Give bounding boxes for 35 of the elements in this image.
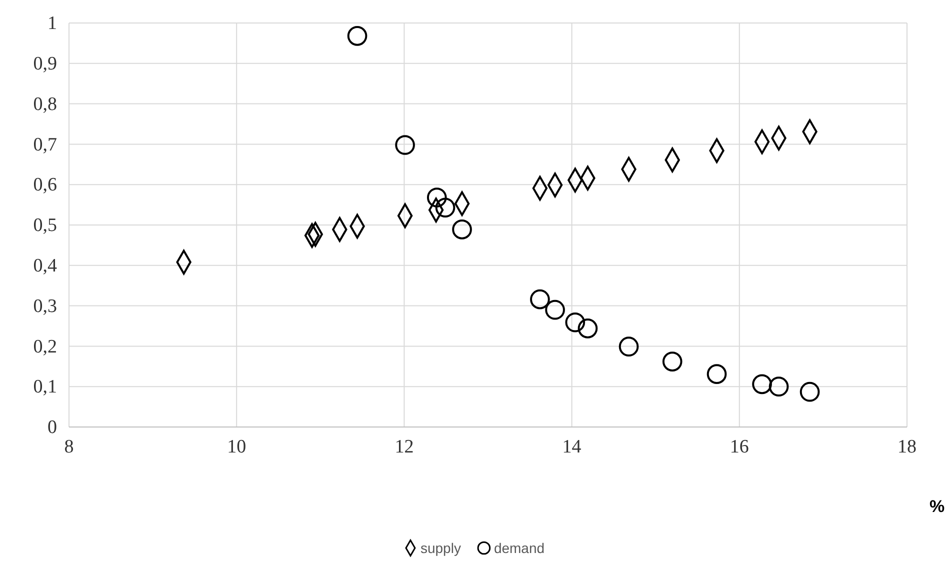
x-tick-label: 14 [562,436,582,458]
point [662,352,682,372]
point [800,382,820,402]
point [768,376,789,397]
legend-label: demand [494,540,545,556]
x-tick-label: 12 [394,436,414,458]
y-tick-label: 0 [48,417,57,438]
point [452,220,472,240]
point [395,135,415,155]
point [578,318,598,338]
legend-label: supply [420,540,461,556]
y-tick-label: 0,2 [33,336,57,358]
y-tick-label: 0,4 [33,255,58,276]
point [426,188,447,208]
y-tick-label: 0,5 [33,215,57,236]
y-tick-label: 0,6 [33,174,57,196]
x-tick-label: 18 [898,436,916,458]
point [752,374,772,394]
point [435,198,456,218]
point [347,26,368,46]
y-tick-label: 0,3 [33,296,57,317]
point [530,289,550,310]
y-tick-label: 1 [48,13,57,34]
y-tick-label: 0,1 [33,376,57,398]
y-tick-label: 0,8 [33,94,57,115]
x-tick-label: 10 [227,436,246,458]
point [706,364,727,384]
x-tick-label: 8 [64,436,74,458]
y-tick-label: 0,7 [33,134,57,156]
point [618,336,639,357]
x-tick-label: 16 [730,436,749,458]
x-axis-title: % [929,497,945,516]
point [545,300,565,320]
y-tick-label: 0,9 [33,53,57,74]
point [565,312,586,332]
